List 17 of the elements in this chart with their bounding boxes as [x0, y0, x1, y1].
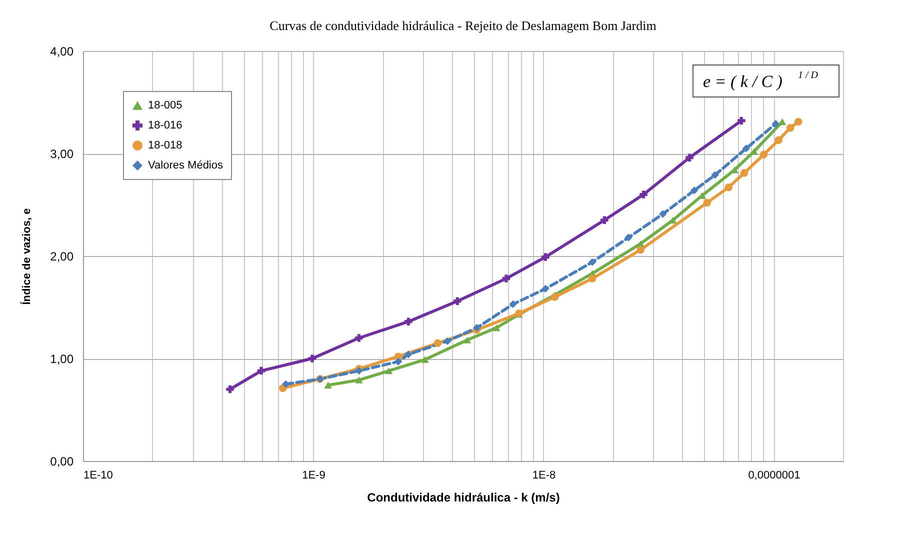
x-tick-label: 0,0000001	[748, 470, 800, 482]
chart-title: Curvas de condutividade hidráulica - Rejeito de Deslamagem Bom Jardim	[270, 18, 656, 33]
x-tick-label: 1E-8	[532, 470, 556, 482]
x-axis-title: Condutividade hidráulica - k (m/s)	[367, 490, 560, 504]
y-tick-label: 4,00	[50, 44, 74, 58]
y-tick-label: 1,00	[50, 352, 74, 366]
annotation: e = ( k / C )1 / D	[703, 70, 819, 91]
y-tick-label: 3,00	[50, 147, 74, 161]
legend-label: 18-016	[148, 120, 182, 132]
legend-label: Valores Médios	[148, 160, 224, 172]
y-tick-label: 2,00	[50, 250, 74, 264]
legend-label: 18-018	[148, 140, 182, 152]
x-tick-label: 1E-10	[84, 470, 113, 482]
y-tick-label: 0,00	[50, 454, 74, 468]
x-tick-label: 1E-9	[302, 470, 326, 482]
legend-label: 18-005	[148, 100, 182, 112]
y-axis-title: Índice de vazios, e	[20, 208, 34, 305]
